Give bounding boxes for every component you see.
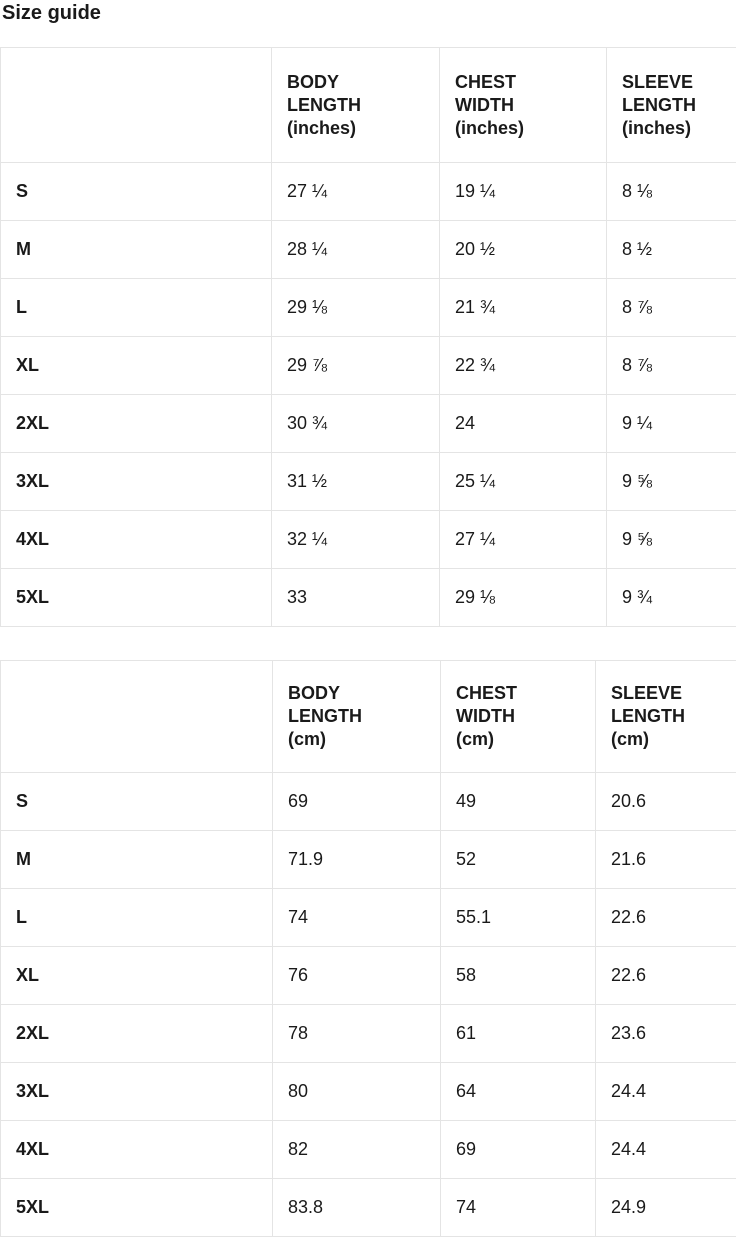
header-chest-width-cm: CHEST WIDTH (cm) [441,661,596,773]
sleeve-length-value: 23.6 [596,1005,736,1063]
size-table-cm: BODY LENGTH (cm) CHEST WIDTH (cm) SLEEVE… [0,660,736,1237]
size-label: 4XL [1,1121,273,1179]
body-length-value: 29 ⅞ [272,337,440,395]
chest-width-value: 29 ⅛ [440,569,607,627]
size-label: L [1,279,272,337]
table-header-row-inches: BODY LENGTH (inches) CHEST WIDTH (inches… [1,48,736,163]
page-title: Size guide [2,1,736,25]
header-body-length-inches: BODY LENGTH (inches) [272,48,440,163]
body-length-value: 29 ⅛ [272,279,440,337]
body-length-value: 80 [273,1063,441,1121]
table-row-4xl: 4XL 82 69 24.4 [1,1121,736,1179]
size-label: 3XL [1,1063,273,1121]
table-row-s: S 27 ¼ 19 ¼ 8 ⅛ [1,163,736,221]
header-empty-cell [1,661,273,773]
size-label: S [1,773,273,831]
table-row-4xl: 4XL 32 ¼ 27 ¼ 9 ⅝ [1,511,736,569]
body-length-value: 83.8 [273,1179,441,1237]
size-label: 3XL [1,453,272,511]
table-row-m: M 28 ¼ 20 ½ 8 ½ [1,221,736,279]
body-length-value: 32 ¼ [272,511,440,569]
body-length-value: 69 [273,773,441,831]
header-sleeve-length-inches: SLEEVE LENGTH (inches) [607,48,736,163]
header-chest-width-inches: CHEST WIDTH (inches) [440,48,607,163]
sleeve-length-value: 9 ¾ [607,569,736,627]
chest-width-value: 20 ½ [440,221,607,279]
size-label: S [1,163,272,221]
size-table-inches: BODY LENGTH (inches) CHEST WIDTH (inches… [0,47,736,627]
sleeve-length-value: 22.6 [596,947,736,1005]
chest-width-value: 64 [441,1063,596,1121]
sleeve-length-value: 8 ⅞ [607,337,736,395]
sleeve-length-value: 24.4 [596,1121,736,1179]
chest-width-value: 74 [441,1179,596,1237]
body-length-value: 74 [273,889,441,947]
chest-width-value: 61 [441,1005,596,1063]
body-length-value: 28 ¼ [272,221,440,279]
header-empty-cell [1,48,272,163]
chest-width-value: 27 ¼ [440,511,607,569]
size-label: M [1,831,273,889]
chest-width-value: 49 [441,773,596,831]
chest-width-value: 22 ¾ [440,337,607,395]
size-label: M [1,221,272,279]
table-row-m: M 71.9 52 21.6 [1,831,736,889]
sleeve-length-value: 24.4 [596,1063,736,1121]
table-row-5xl: 5XL 83.8 74 24.9 [1,1179,736,1237]
sleeve-length-value: 9 ⅝ [607,511,736,569]
body-length-value: 71.9 [273,831,441,889]
size-label: XL [1,337,272,395]
table-row-2xl: 2XL 30 ¾ 24 9 ¼ [1,395,736,453]
size-label: 4XL [1,511,272,569]
size-label: 2XL [1,1005,273,1063]
sleeve-length-value: 8 ⅞ [607,279,736,337]
header-sleeve-length-cm: SLEEVE LENGTH (cm) [596,661,736,773]
table-row-2xl: 2XL 78 61 23.6 [1,1005,736,1063]
chest-width-value: 21 ¾ [440,279,607,337]
table-header-row-cm: BODY LENGTH (cm) CHEST WIDTH (cm) SLEEVE… [1,661,736,773]
sleeve-length-value: 8 ⅛ [607,163,736,221]
chest-width-value: 58 [441,947,596,1005]
chest-width-value: 25 ¼ [440,453,607,511]
body-length-value: 31 ½ [272,453,440,511]
table-row-3xl: 3XL 80 64 24.4 [1,1063,736,1121]
body-length-value: 33 [272,569,440,627]
sleeve-length-value: 8 ½ [607,221,736,279]
chest-width-value: 55.1 [441,889,596,947]
table-row-xl: XL 76 58 22.6 [1,947,736,1005]
size-label: L [1,889,273,947]
body-length-value: 82 [273,1121,441,1179]
chest-width-value: 69 [441,1121,596,1179]
table-row-l: L 74 55.1 22.6 [1,889,736,947]
body-length-value: 30 ¾ [272,395,440,453]
sleeve-length-value: 9 ⅝ [607,453,736,511]
size-label: 5XL [1,1179,273,1237]
table-row-l: L 29 ⅛ 21 ¾ 8 ⅞ [1,279,736,337]
sleeve-length-value: 21.6 [596,831,736,889]
chest-width-value: 52 [441,831,596,889]
chest-width-value: 24 [440,395,607,453]
sleeve-length-value: 20.6 [596,773,736,831]
table-row-5xl: 5XL 33 29 ⅛ 9 ¾ [1,569,736,627]
header-body-length-cm: BODY LENGTH (cm) [273,661,441,773]
body-length-value: 27 ¼ [272,163,440,221]
body-length-value: 78 [273,1005,441,1063]
table-row-s: S 69 49 20.6 [1,773,736,831]
sleeve-length-value: 22.6 [596,889,736,947]
sleeve-length-value: 24.9 [596,1179,736,1237]
chest-width-value: 19 ¼ [440,163,607,221]
size-label: 2XL [1,395,272,453]
table-row-3xl: 3XL 31 ½ 25 ¼ 9 ⅝ [1,453,736,511]
size-label: XL [1,947,273,1005]
size-label: 5XL [1,569,272,627]
sleeve-length-value: 9 ¼ [607,395,736,453]
body-length-value: 76 [273,947,441,1005]
table-row-xl: XL 29 ⅞ 22 ¾ 8 ⅞ [1,337,736,395]
